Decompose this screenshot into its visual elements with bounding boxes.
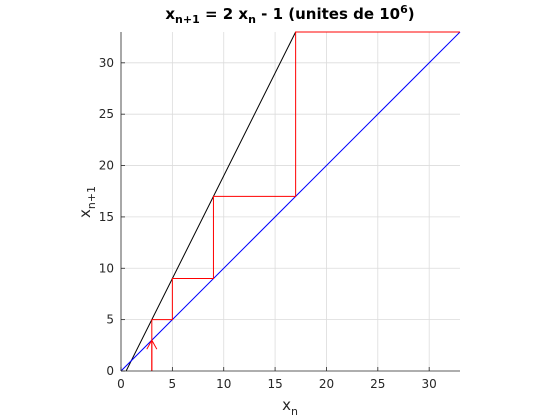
x-tick-label: 0: [117, 377, 125, 391]
y-tick-label: 15: [99, 210, 114, 224]
chart-title: xn+1 = 2 xn - 1 (unites de 106): [165, 3, 414, 26]
x-tick-label: 25: [370, 377, 385, 391]
y-tick-label: 5: [106, 313, 114, 327]
ticks: 0 5 10 15 20 25 30 0 5 10 15 20 25 30: [99, 56, 437, 391]
map-line: [125, 31, 297, 372]
arrow-head: [146, 339, 158, 350]
y-axis-label: xn+1: [76, 186, 98, 218]
x-tick-label: 20: [319, 377, 334, 391]
series-layer: [120, 31, 461, 372]
y-tick-label: 10: [99, 261, 114, 275]
y-tick-label: 25: [99, 107, 114, 121]
axes: [120, 32, 460, 372]
y-tick-label: 20: [99, 159, 114, 173]
x-tick-label: 10: [216, 377, 231, 391]
identity-line: [120, 31, 461, 372]
x-axis-label: xn: [282, 396, 298, 418]
y-tick-label: 30: [99, 56, 114, 70]
x-tick-label: 5: [169, 377, 177, 391]
x-tick-label: 30: [422, 377, 437, 391]
x-tick-label: 15: [267, 377, 282, 391]
y-tick-label: 0: [106, 364, 114, 378]
cobweb-path: [151, 31, 460, 371]
